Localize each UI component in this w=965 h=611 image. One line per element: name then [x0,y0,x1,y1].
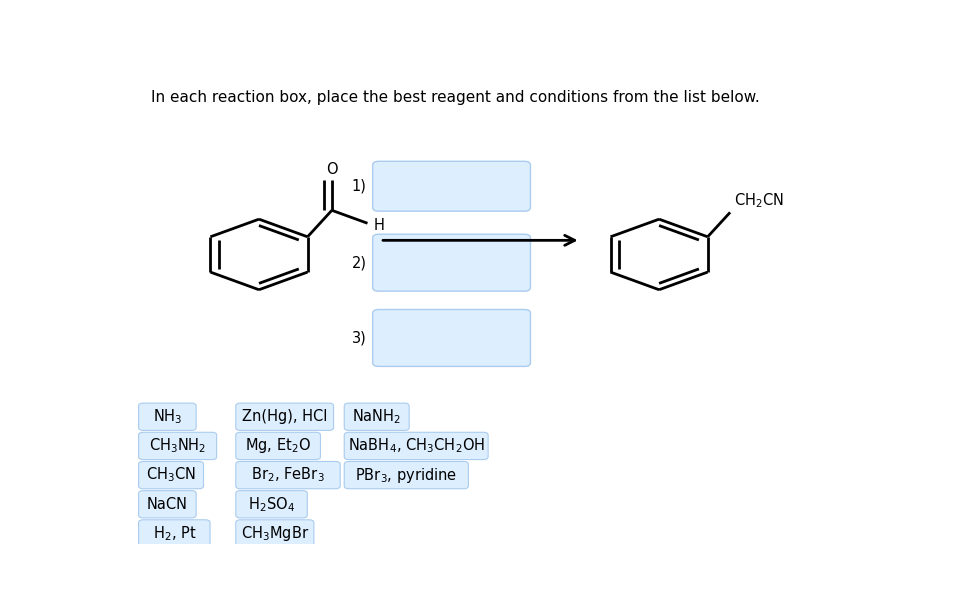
FancyBboxPatch shape [235,491,307,518]
FancyBboxPatch shape [139,461,204,489]
Text: CH$_3$NH$_2$: CH$_3$NH$_2$ [149,437,207,455]
FancyBboxPatch shape [372,310,531,367]
Text: PBr$_3$, pyridine: PBr$_3$, pyridine [355,466,457,485]
Text: 1): 1) [352,179,367,194]
FancyBboxPatch shape [139,433,217,459]
Text: Mg, Et$_2$O: Mg, Et$_2$O [245,436,311,455]
Text: CH$_2$CN: CH$_2$CN [733,191,784,210]
Text: NaBH$_4$, CH$_3$CH$_2$OH: NaBH$_4$, CH$_3$CH$_2$OH [347,437,484,455]
Text: NH$_3$: NH$_3$ [152,408,182,426]
FancyBboxPatch shape [345,433,488,459]
FancyBboxPatch shape [372,161,531,211]
FancyBboxPatch shape [345,403,409,430]
Text: 3): 3) [352,331,367,345]
Text: In each reaction box, place the best reagent and conditions from the list below.: In each reaction box, place the best rea… [151,90,759,104]
FancyBboxPatch shape [235,461,341,489]
Text: Br$_2$, FeBr$_3$: Br$_2$, FeBr$_3$ [251,466,325,485]
FancyBboxPatch shape [139,491,196,518]
Text: H: H [373,218,384,233]
Text: O: O [326,163,338,177]
Text: NaCN: NaCN [147,497,188,512]
FancyBboxPatch shape [235,520,314,547]
FancyBboxPatch shape [372,234,531,291]
FancyBboxPatch shape [139,520,210,547]
Text: H$_2$SO$_4$: H$_2$SO$_4$ [248,495,295,514]
Text: CH$_3$CN: CH$_3$CN [146,466,196,485]
FancyBboxPatch shape [345,461,468,489]
Text: 2): 2) [351,255,367,270]
Text: NaNH$_2$: NaNH$_2$ [352,408,401,426]
Text: H$_2$, Pt: H$_2$, Pt [152,524,196,543]
Text: CH$_3$MgBr: CH$_3$MgBr [240,524,309,543]
FancyBboxPatch shape [235,433,320,459]
Text: Zn(Hg), HCl: Zn(Hg), HCl [242,409,327,424]
FancyBboxPatch shape [235,403,334,430]
FancyBboxPatch shape [139,403,196,430]
